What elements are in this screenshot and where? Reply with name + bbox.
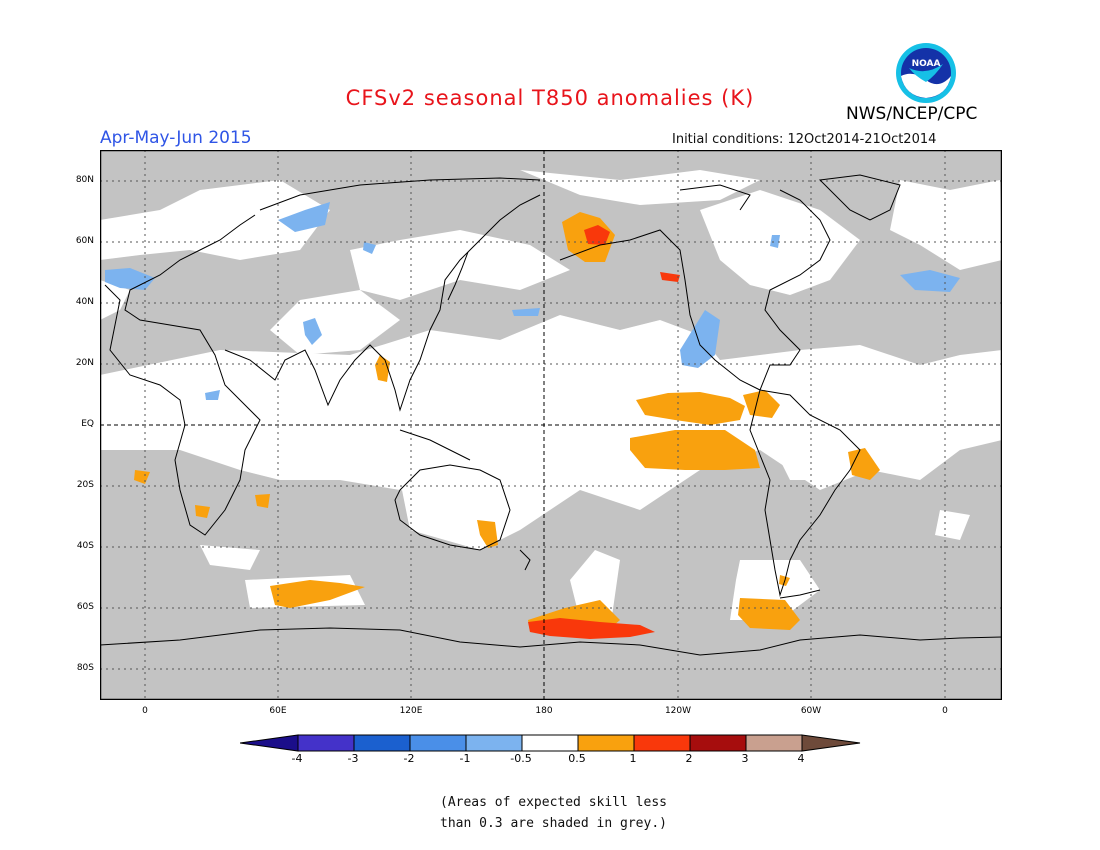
lon-label-60w: 60W [800,706,822,716]
lat-label-40n: 40N [75,297,94,307]
lon-label-180: 180 [535,706,553,716]
legend-swatch [465,734,523,752]
legend-arrow-high [801,734,861,752]
anomaly-map [100,150,1002,700]
chart-title: CFSv2 seasonal T850 anomalies (K) [345,86,755,110]
lat-label-60n: 60N [75,236,94,246]
lon-label-120e: 120E [399,706,423,716]
legend-label: 1 [629,752,637,765]
coastlines [100,174,1002,656]
noaa-logo: NOAA [896,43,956,103]
lat-label-80s: 80S [76,663,94,673]
legend-label: 2 [685,752,693,765]
forecast-period: Apr-May-Jun 2015 [100,128,252,148]
warm-anomalies-strong [528,225,680,639]
warm-anomalies-moderate [134,212,880,635]
legend-swatch [633,734,691,752]
skill-footnote: (Areas of expected skill less than 0.3 a… [440,792,750,834]
cool-anomalies-weak [105,202,960,400]
legend-label: -2 [403,752,415,765]
legend-label: 4 [797,752,805,765]
lat-label-eq: EQ [81,419,94,429]
lon-label-120w: 120W [664,706,692,716]
lat-label-40s: 40S [76,541,94,551]
svg-text:NOAA: NOAA [912,59,941,69]
lon-label-0-east: 0 [942,706,948,716]
legend-swatch [689,734,747,752]
equator-dateline [100,150,1002,700]
legend-label: -4 [291,752,303,765]
legend-swatch [353,734,411,752]
legend-label: 0.5 [568,752,586,765]
legend-swatch [577,734,635,752]
lat-label-20n: 20N [75,358,94,368]
legend-label: -3 [347,752,359,765]
legend-swatch [745,734,803,752]
graticule [100,150,1002,700]
legend-label: -1 [459,752,471,765]
lon-label-0: 0 [142,706,148,716]
legend-label: -0.5 [510,752,532,765]
color-legend [240,734,861,752]
footnote-line-2: than 0.3 are shaded in grey.) [440,816,667,831]
map-frame [100,150,1002,700]
lat-label-20s: 20S [76,480,94,490]
legend-swatch [409,734,467,752]
legend-swatch [297,734,355,752]
initial-conditions: Initial conditions: 12Oct2014-21Oct2014 [672,132,937,147]
lon-label-60e: 60E [269,706,287,716]
legend-label: 3 [741,752,749,765]
agency-label: NWS/NCEP/CPC [846,104,978,124]
lat-label-80n: 80N [75,175,94,185]
legend-swatch [521,734,579,752]
legend-arrow-low [240,734,299,752]
footnote-line-1: (Areas of expected skill less [440,795,667,810]
lat-label-60s: 60S [76,602,94,612]
